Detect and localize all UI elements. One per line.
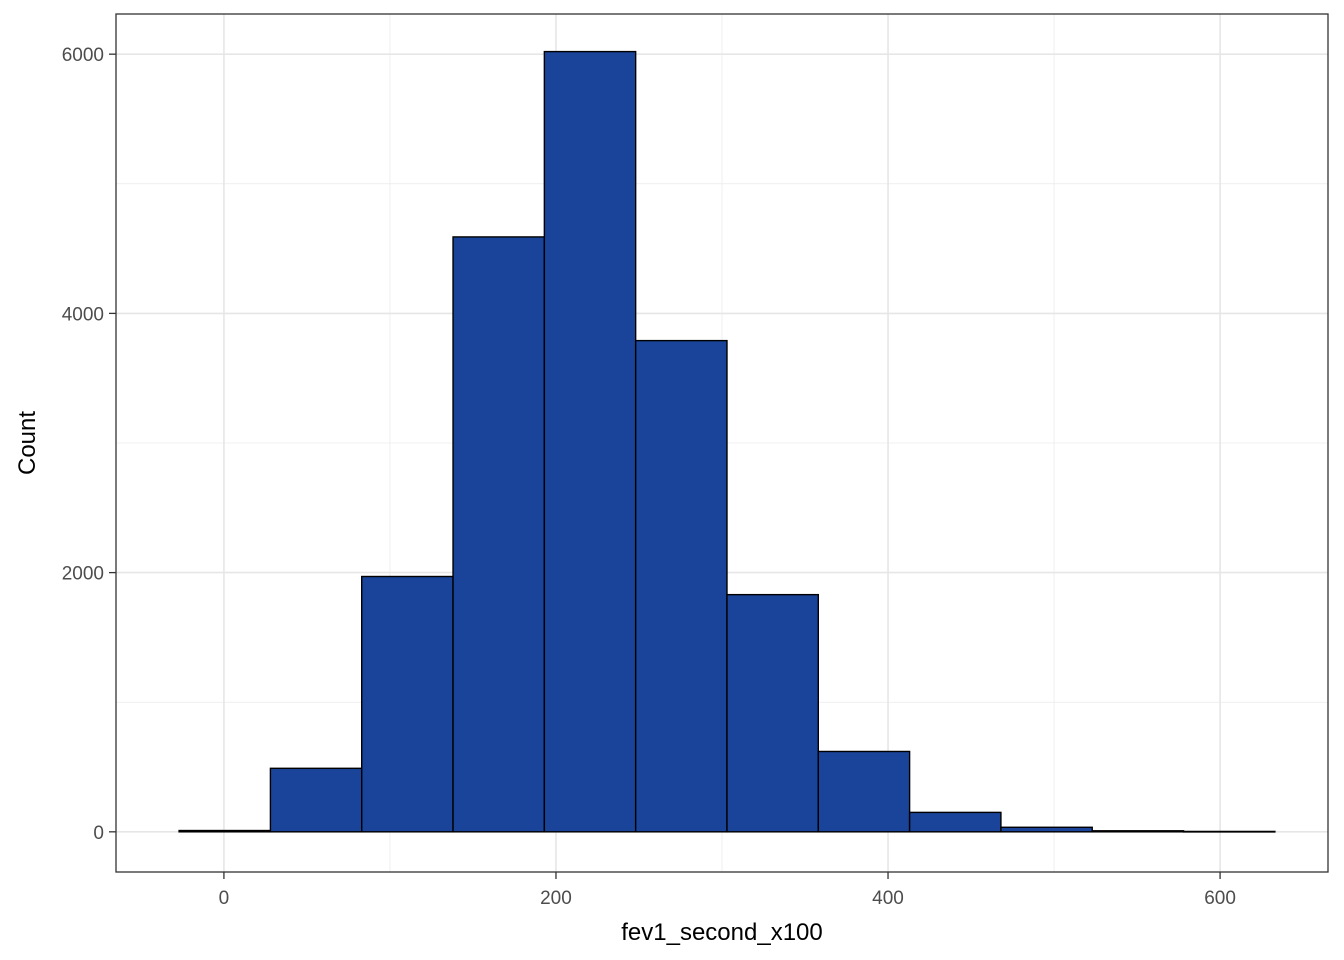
x-tick-label: 600 [1204,888,1236,909]
histogram-bar [452,236,546,833]
histogram-bar [1182,830,1276,833]
x-axis-title: fev1_second_x100 [621,919,823,946]
histogram-bar [1091,830,1185,833]
histogram-bar [361,575,454,833]
y-tick-label: 6000 [62,45,104,66]
y-tick-label: 0 [93,823,104,844]
histogram-bar [269,767,363,833]
histogram-bar [543,50,637,833]
histogram-bar [178,829,272,833]
panel-border [115,13,1329,873]
histogram-bar [634,339,728,833]
axis-ticks [109,53,1221,879]
histogram-bar [726,593,819,833]
histogram-bar [817,750,911,833]
y-tick-label: 2000 [62,564,104,585]
histogram-bars [178,50,1276,833]
y-axis-tick-labels: 0 2000 4000 6000 [62,45,104,844]
x-tick-label: 200 [540,888,572,909]
x-axis-tick-labels: 0 200 400 600 [219,888,1236,909]
histogram-bar [908,811,1002,833]
y-tick-label: 4000 [62,304,104,325]
x-tick-label: 0 [219,888,230,909]
histogram-bar [1000,826,1093,833]
x-tick-label: 400 [872,888,904,909]
y-axis-title: Count [14,411,41,475]
